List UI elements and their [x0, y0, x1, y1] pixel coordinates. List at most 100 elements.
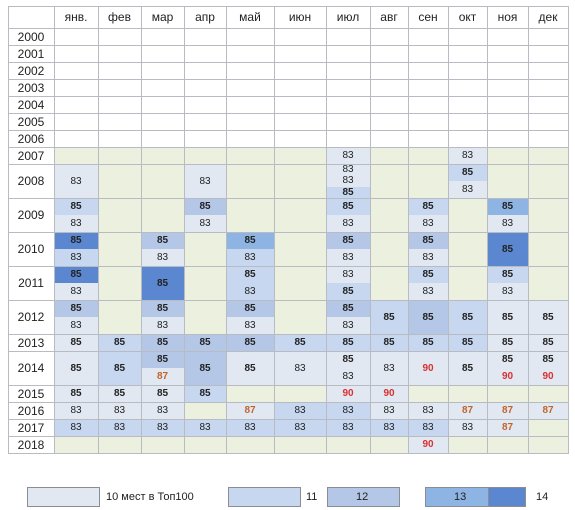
data-cell: 83: [326, 419, 370, 436]
empty-cell: [141, 28, 184, 45]
cell-value: 83: [326, 317, 370, 334]
cell-value: 83: [370, 351, 408, 385]
cell-value: 83: [98, 419, 141, 436]
cell-value: 83: [98, 402, 141, 419]
cell-value: 85: [487, 232, 528, 266]
cell-value: 85: [226, 334, 274, 351]
empty-cell: [98, 198, 141, 232]
empty-cell: [528, 62, 568, 79]
empty-cell: [54, 436, 98, 453]
data-cell: 85 83: [408, 232, 448, 266]
empty-cell: [408, 147, 448, 164]
cell-value: 90: [528, 368, 568, 385]
data-cell: 85: [448, 300, 487, 334]
empty-cell: [184, 45, 226, 62]
empty-cell: [226, 96, 274, 113]
cell-value: 85: [54, 232, 98, 249]
cell-value: 85: [326, 351, 370, 368]
cell-value: 85: [98, 334, 141, 351]
data-cell: 85: [141, 334, 184, 351]
cell-value: 85: [141, 385, 184, 402]
grid-line: [8, 62, 569, 63]
cell-value: 85: [487, 351, 528, 368]
cell-value: 83: [326, 175, 370, 187]
data-cell: 85 87: [141, 351, 184, 385]
data-cell: 85 83: [326, 351, 370, 385]
month-header: фев: [98, 6, 141, 28]
data-cell: 87: [226, 402, 274, 419]
empty-cell: [54, 45, 98, 62]
grid-line: [8, 266, 569, 267]
year-label: 2008: [8, 164, 54, 198]
empty-cell: [408, 385, 448, 402]
grid-line: [408, 6, 409, 453]
grid-line: [8, 436, 569, 437]
empty-cell: [370, 198, 408, 232]
header-corner: [8, 6, 54, 28]
empty-cell: [528, 147, 568, 164]
cell-value: 83: [141, 317, 184, 334]
cell-value: 85: [326, 334, 370, 351]
data-cell: 85: [54, 351, 98, 385]
empty-cell: [54, 113, 98, 130]
data-cell: 85: [326, 334, 370, 351]
empty-cell: [98, 45, 141, 62]
empty-cell: [274, 385, 326, 402]
legend-label: 13: [454, 491, 467, 503]
empty-cell: [98, 113, 141, 130]
cell-value: 85: [326, 232, 370, 249]
data-cell: 85: [487, 300, 528, 334]
data-cell: 85 83: [141, 300, 184, 334]
empty-cell: [528, 79, 568, 96]
data-cell: 83: [274, 351, 326, 385]
empty-cell: [184, 402, 226, 419]
empty-cell: [408, 130, 448, 147]
year-label: 2014: [8, 351, 54, 385]
empty-cell: [226, 113, 274, 130]
empty-cell: [448, 436, 487, 453]
year-label: 2013: [8, 334, 54, 351]
empty-cell: [54, 79, 98, 96]
empty-cell: [54, 96, 98, 113]
year-label: 2009: [8, 198, 54, 232]
cell-value: 83: [326, 402, 370, 419]
data-cell: 85: [141, 385, 184, 402]
grid-line: [8, 198, 569, 199]
grid-line: [448, 6, 449, 453]
cell-value: 83: [326, 164, 370, 176]
empty-cell: [326, 28, 370, 45]
empty-cell: [274, 266, 326, 300]
cell-value: 83: [448, 419, 487, 436]
cell-value: 85: [448, 164, 487, 181]
data-cell: 85: [408, 300, 448, 334]
legend-label: 11: [306, 491, 318, 503]
empty-cell: [448, 266, 487, 300]
data-cell: 85 83: [54, 300, 98, 334]
empty-cell: [528, 45, 568, 62]
empty-cell: [184, 79, 226, 96]
data-cell: 85: [98, 334, 141, 351]
grid-line: [568, 6, 569, 453]
grid-line: [8, 334, 569, 335]
top100-calendar-grid: янв. фев мар апр май июн июл авг сен окт ноя дек 200…: [8, 6, 569, 454]
cell-value: 85: [528, 334, 568, 351]
empty-cell: [274, 164, 326, 198]
grid-line: [226, 6, 227, 453]
year-label: 2000: [8, 28, 54, 45]
empty-cell: [528, 113, 568, 130]
data-cell: 83: [141, 402, 184, 419]
cell-value: 83: [226, 317, 274, 334]
data-cell: 85: [98, 351, 141, 385]
data-cell: 83: [370, 419, 408, 436]
grid-line: [8, 402, 569, 403]
data-cell: 85: [184, 351, 226, 385]
empty-cell: [226, 436, 274, 453]
data-cell: 85 83: [448, 164, 487, 198]
data-cell: 83: [326, 402, 370, 419]
month-header: окт: [448, 6, 487, 28]
cell-value: 85: [98, 351, 141, 385]
grid-line: [274, 6, 275, 453]
empty-cell: [141, 436, 184, 453]
empty-cell: [528, 436, 568, 453]
cell-value: 85: [226, 232, 274, 249]
